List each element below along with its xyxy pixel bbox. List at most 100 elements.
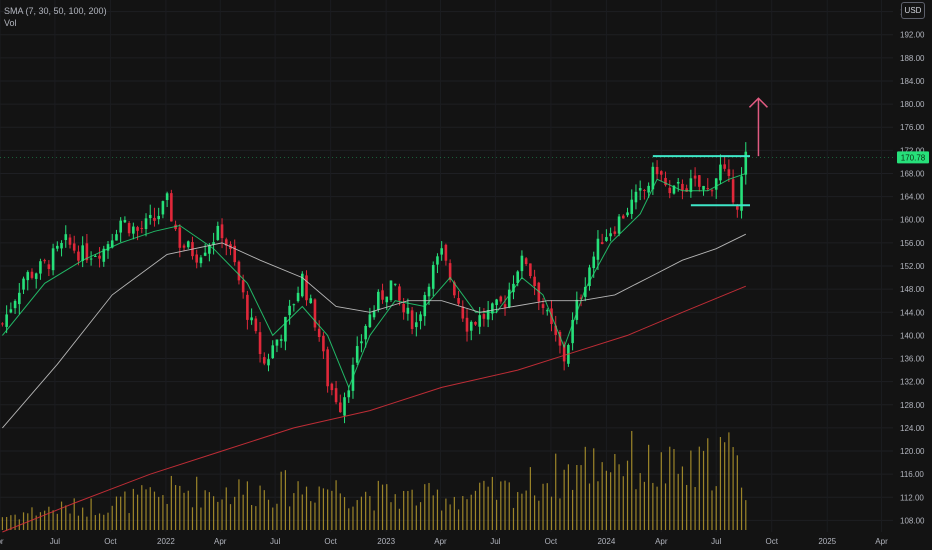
- volume-bar: [500, 481, 502, 530]
- volume-bar: [576, 465, 578, 530]
- candle-body: [224, 239, 228, 246]
- candle-body: [165, 193, 169, 200]
- candle-body: [423, 295, 427, 317]
- volume-bar: [740, 487, 743, 530]
- x-tick-label: 2023: [377, 537, 395, 546]
- candle-body: [182, 245, 186, 248]
- candle-body: [457, 298, 460, 304]
- candle-body: [668, 187, 672, 194]
- candle-body: [26, 272, 30, 281]
- volume-bar: [360, 496, 363, 530]
- volume-bar: [153, 491, 156, 530]
- volume-bar: [77, 515, 80, 530]
- candle-body: [592, 256, 596, 269]
- currency-button[interactable]: USD: [901, 2, 925, 19]
- candle-body: [220, 224, 224, 239]
- candle-body: [461, 306, 465, 319]
- candle-body: [292, 304, 296, 306]
- volume-bar: [310, 501, 312, 530]
- candle-body: [398, 286, 401, 301]
- candle-body: [267, 359, 270, 366]
- candle-body: [520, 255, 524, 272]
- candle-body: [634, 191, 638, 203]
- volume-bar: [555, 453, 557, 530]
- volume-bar: [208, 492, 210, 530]
- x-tick-label: 2024: [597, 537, 615, 546]
- candle-body: [672, 185, 676, 194]
- volume-bar: [276, 503, 278, 530]
- volume-bar: [719, 437, 722, 530]
- candle-body: [727, 169, 731, 176]
- volume-bar: [390, 502, 392, 530]
- candle-body: [681, 183, 684, 191]
- volume-bar: [170, 475, 172, 530]
- volume-bar: [736, 455, 738, 530]
- volume-bar: [339, 493, 341, 530]
- candle-body: [47, 264, 51, 269]
- volume-bar: [284, 470, 286, 530]
- volume-bar: [196, 476, 198, 530]
- candle-body: [212, 242, 215, 245]
- candle-body: [621, 215, 625, 219]
- candle-body: [13, 300, 17, 309]
- volume-bar: [597, 481, 599, 530]
- volume-bar: [449, 504, 451, 530]
- volume-bar: [614, 454, 616, 530]
- volume-bar: [82, 507, 84, 530]
- volume-bar: [436, 489, 439, 530]
- candle-body: [279, 339, 283, 341]
- volume-legend[interactable]: Vol: [4, 18, 17, 28]
- volume-bar: [132, 488, 134, 530]
- volume-bar: [103, 514, 105, 530]
- volume-bar: [212, 496, 215, 530]
- candle-body: [18, 292, 21, 305]
- volume-bar: [158, 496, 160, 530]
- candle-body: [685, 188, 688, 192]
- volume-bar: [686, 484, 688, 530]
- candle-body: [693, 175, 697, 179]
- volume-bar: [107, 512, 109, 530]
- candle-body: [258, 332, 262, 355]
- volume-bar: [643, 481, 646, 530]
- candle-body: [448, 263, 452, 280]
- candle-body: [330, 383, 334, 391]
- volume-bar: [35, 515, 37, 530]
- sma-long-line: [2, 285, 746, 533]
- y-tick-label: 188.00: [900, 54, 925, 63]
- volume-bar: [411, 489, 413, 530]
- volume-bar: [318, 486, 320, 530]
- volume-bar: [145, 489, 147, 530]
- candle-body: [736, 205, 739, 210]
- volume-bar: [314, 502, 316, 530]
- x-tick-label: Oct: [545, 537, 558, 546]
- volume-bar: [322, 488, 325, 530]
- candle-body: [385, 296, 389, 303]
- volume-bar: [504, 480, 506, 530]
- volume-bar: [605, 470, 607, 530]
- candle-body: [195, 254, 199, 263]
- volume-bar: [546, 483, 548, 530]
- volume-bar: [115, 496, 118, 530]
- volume-bar: [365, 491, 367, 530]
- volume-bar: [648, 444, 650, 530]
- candle-body: [393, 283, 397, 285]
- volume-bar: [238, 479, 240, 530]
- volume-bar: [343, 497, 346, 530]
- indicator-legend[interactable]: SMA (7, 30, 50, 100, 200): [4, 6, 107, 16]
- candle-body: [516, 271, 519, 284]
- volume-bar: [529, 467, 531, 530]
- volume-bar: [14, 514, 16, 530]
- volume-bar: [669, 446, 671, 530]
- volume-bar: [128, 513, 130, 530]
- candle-body: [148, 214, 152, 219]
- volume-bar: [234, 496, 236, 530]
- candle-body: [507, 289, 511, 308]
- breakout-arrow-head[interactable]: [748, 97, 768, 108]
- candle-body: [119, 220, 122, 233]
- volume-bar: [618, 464, 620, 530]
- y-tick-label: 160.00: [900, 216, 925, 225]
- volume-bar: [711, 490, 713, 530]
- volume-bar: [453, 496, 455, 530]
